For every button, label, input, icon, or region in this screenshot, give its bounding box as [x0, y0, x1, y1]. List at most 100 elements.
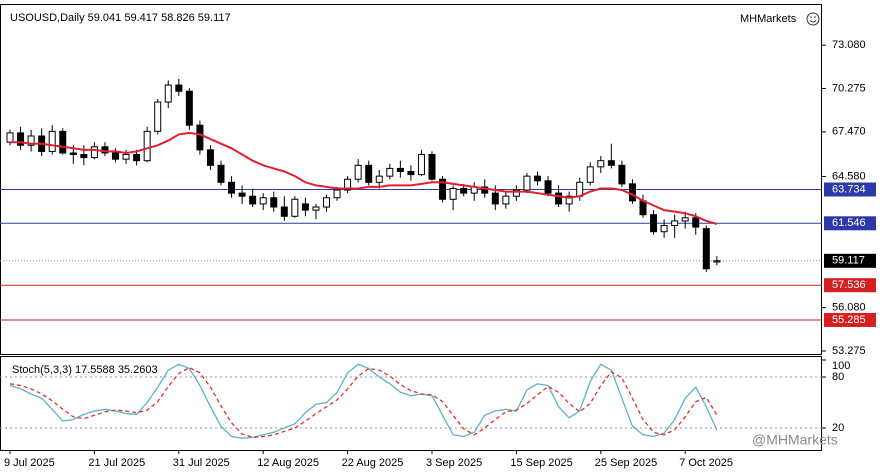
candle-body: [439, 178, 447, 200]
y-tick-label: 20: [832, 422, 844, 434]
x-tick-label: 9 Jul 2025: [4, 457, 55, 469]
header-close: 59.117: [198, 12, 231, 24]
candle-body: [555, 192, 563, 205]
candle-body: [375, 175, 383, 183]
candle-body: [702, 228, 710, 270]
y-tick-label: 70.275: [832, 82, 866, 94]
candle-body: [196, 124, 204, 151]
candle-body: [48, 130, 56, 152]
main-pane-frame: [0, 4, 822, 355]
candle-body: [428, 154, 436, 180]
level-label-box: [824, 216, 876, 231]
level-label: 61.546: [832, 217, 866, 229]
candle-body: [175, 84, 183, 92]
stoch-pane-frame: [0, 356, 822, 451]
candle-body: [692, 217, 700, 228]
y-tick-label: 56.080: [832, 302, 866, 314]
chart-header: USOUSD,Daily 59.041 59.417 58.826 59.117: [10, 12, 231, 24]
stoch-line: [9, 366, 718, 439]
candle-body: [512, 189, 520, 197]
level-label: 57.536: [832, 279, 866, 291]
candle-body: [449, 187, 457, 200]
stoch-title: Stoch(5,3,3): [12, 364, 72, 376]
level-label-box: [824, 253, 876, 268]
candle-body: [586, 166, 594, 183]
candle-body: [660, 225, 668, 233]
candle-body: [607, 160, 615, 166]
candle-body: [17, 132, 25, 146]
candle-body: [27, 135, 35, 146]
candle-body: [618, 164, 626, 185]
stoch-d-value: 35.2603: [118, 364, 158, 376]
y-tick-label: 53.275: [832, 345, 866, 357]
candle-body: [59, 130, 67, 154]
candle-body: [122, 154, 130, 160]
candle-body: [365, 164, 373, 183]
candle-body: [249, 195, 257, 205]
candle-body: [576, 181, 584, 197]
candle-body: [90, 146, 98, 159]
candle-body: [502, 195, 510, 205]
candle-body: [112, 152, 119, 160]
candle-body: [481, 186, 489, 194]
stoch-k-value: 17.5588: [75, 364, 115, 376]
brand: MHMarkets: [740, 13, 797, 25]
candle-body: [396, 167, 404, 173]
stoch-line: [9, 363, 718, 439]
candle-body: [460, 187, 468, 194]
candle-body: [154, 101, 162, 132]
candle-body: [386, 167, 394, 177]
candle-body: [228, 181, 236, 194]
y-tick-label: 64.580: [832, 170, 866, 182]
candle-body: [185, 90, 193, 126]
x-tick-label: 25 Sep 2025: [595, 457, 657, 469]
candle-body: [354, 164, 362, 180]
header-high: 59.417: [124, 12, 158, 24]
candle-body: [639, 200, 647, 216]
candle-body: [238, 192, 246, 197]
level-label-box: [824, 182, 876, 197]
level-label: 63.734: [832, 183, 866, 195]
candle-body: [344, 178, 352, 191]
candle-body: [280, 206, 288, 217]
x-tick-label: 21 Jul 2025: [88, 457, 145, 469]
candle-body: [565, 195, 573, 205]
candle-body: [523, 175, 531, 191]
watermark: @MHMarkets: [752, 432, 838, 448]
x-tick-label: 3 Sep 2025: [426, 457, 482, 469]
y-tick-label: 80: [832, 371, 844, 383]
candle-body: [333, 189, 341, 199]
brand-icon: [806, 12, 820, 26]
level-label-box: [824, 278, 876, 293]
candle-body: [301, 203, 309, 211]
candle-body: [164, 84, 172, 103]
moving-average: [10, 131, 718, 225]
candle-body: [671, 220, 679, 227]
header-open: 59.041: [88, 12, 122, 24]
candle-body: [101, 146, 109, 154]
candle-body: [206, 149, 214, 166]
candle-body: [323, 197, 330, 208]
candle-body: [6, 132, 14, 143]
candle-body: [407, 171, 415, 176]
x-tick-label: 7 Oct 2025: [679, 457, 733, 469]
candle-body: [713, 260, 721, 263]
candle-body: [217, 164, 225, 183]
y-tick-label: 100: [832, 360, 850, 372]
y-tick-label: 67.470: [832, 126, 866, 138]
x-tick-label: 15 Sep 2025: [510, 457, 572, 469]
candle-body: [534, 175, 541, 182]
candle-body: [544, 180, 552, 194]
candle-body: [80, 154, 88, 159]
candle-body: [628, 183, 636, 202]
header-low: 58.826: [161, 12, 195, 24]
candle-body: [650, 214, 658, 233]
level-label-box: [824, 312, 876, 327]
candle-body: [491, 192, 499, 205]
candle-body: [270, 197, 278, 208]
x-tick-label: 31 Jul 2025: [173, 457, 230, 469]
x-tick-label: 22 Aug 2025: [342, 457, 404, 469]
level-label: 55.285: [832, 314, 866, 326]
candle-body: [291, 198, 299, 217]
